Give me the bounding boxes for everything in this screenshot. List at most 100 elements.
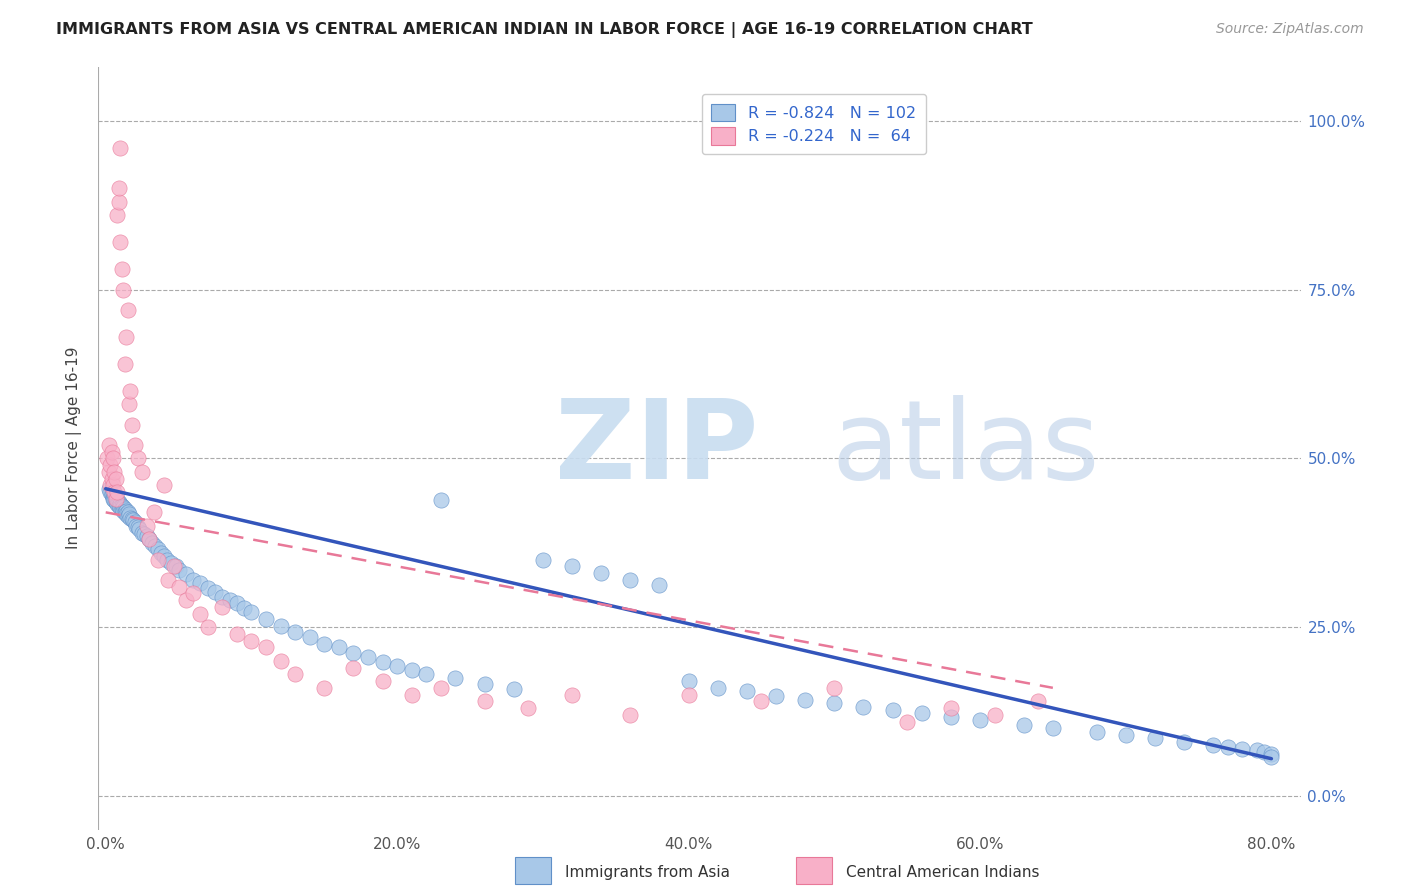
Point xyxy=(794,693,817,707)
Point xyxy=(100,444,122,458)
Point xyxy=(474,677,496,691)
Point xyxy=(132,527,155,541)
Point xyxy=(165,559,187,574)
Point xyxy=(1012,718,1035,732)
Point xyxy=(127,451,149,466)
Point xyxy=(1173,735,1195,749)
Point xyxy=(112,283,135,297)
Point xyxy=(103,485,125,500)
Point xyxy=(648,578,671,592)
Point xyxy=(1042,722,1064,736)
Point xyxy=(105,485,128,500)
Point xyxy=(100,486,122,500)
Point xyxy=(619,707,641,722)
Point xyxy=(105,497,128,511)
Y-axis label: In Labor Force | Age 16-19: In Labor Force | Age 16-19 xyxy=(66,347,83,549)
Text: ZIP: ZIP xyxy=(555,395,759,501)
Point xyxy=(1085,724,1108,739)
Point xyxy=(111,502,134,516)
Point xyxy=(1260,749,1282,764)
Text: Immigrants from Asia: Immigrants from Asia xyxy=(565,865,730,880)
Point xyxy=(104,472,127,486)
Point xyxy=(678,674,700,689)
Point xyxy=(101,478,124,492)
Point xyxy=(218,593,240,607)
Point xyxy=(190,576,212,591)
Point xyxy=(105,493,128,508)
Point xyxy=(430,681,453,695)
Point xyxy=(100,472,122,486)
Point xyxy=(111,262,134,277)
Point xyxy=(97,465,120,479)
Point xyxy=(174,567,197,582)
Point xyxy=(254,640,277,655)
Point xyxy=(135,519,157,533)
Point xyxy=(115,507,138,521)
Point xyxy=(104,491,127,506)
Point xyxy=(124,516,146,530)
Point xyxy=(174,593,197,607)
Text: atlas: atlas xyxy=(832,395,1101,501)
Point xyxy=(101,451,124,466)
Point xyxy=(108,495,131,509)
Point xyxy=(97,438,120,452)
Point xyxy=(128,522,150,536)
Point xyxy=(430,493,453,508)
Point xyxy=(100,488,122,502)
Point xyxy=(284,625,307,640)
Point xyxy=(240,633,263,648)
FancyBboxPatch shape xyxy=(796,857,832,884)
Point xyxy=(104,491,127,506)
Text: IMMIGRANTS FROM ASIA VS CENTRAL AMERICAN INDIAN IN LABOR FORCE | AGE 16-19 CORRE: IMMIGRANTS FROM ASIA VS CENTRAL AMERICAN… xyxy=(56,22,1033,38)
Point xyxy=(298,630,321,644)
Point xyxy=(127,520,149,534)
Point xyxy=(357,650,380,665)
Point xyxy=(415,667,437,681)
Point xyxy=(117,302,139,317)
Point xyxy=(160,556,183,570)
Point xyxy=(1253,745,1275,759)
Point xyxy=(105,208,128,222)
Point xyxy=(117,505,139,519)
Point xyxy=(108,499,131,513)
Point xyxy=(103,491,125,505)
Point xyxy=(121,512,143,526)
Point xyxy=(98,485,121,500)
Point xyxy=(401,663,423,677)
Point xyxy=(882,703,904,717)
Point xyxy=(328,640,350,655)
Point xyxy=(444,671,467,685)
Point xyxy=(104,495,127,509)
Point xyxy=(735,684,758,698)
Point xyxy=(156,552,179,566)
Point xyxy=(110,235,132,250)
Point xyxy=(103,465,125,479)
Point xyxy=(270,618,292,632)
Point xyxy=(117,508,139,523)
Point xyxy=(401,688,423,702)
Point xyxy=(342,646,364,660)
Point xyxy=(197,581,219,595)
Point xyxy=(1202,738,1225,752)
Point xyxy=(181,573,204,587)
Point xyxy=(142,505,165,519)
Point xyxy=(225,597,247,611)
Point xyxy=(1216,740,1239,755)
Text: Source: ZipAtlas.com: Source: ZipAtlas.com xyxy=(1216,22,1364,37)
Point xyxy=(1143,731,1166,746)
Point xyxy=(101,490,124,504)
Point xyxy=(108,181,131,195)
Point xyxy=(823,697,845,711)
Point xyxy=(115,330,138,344)
Point xyxy=(120,384,142,398)
Point xyxy=(103,493,125,508)
Point xyxy=(911,706,934,721)
Legend: R = -0.824   N = 102, R = -0.224   N =  64: R = -0.824 N = 102, R = -0.224 N = 64 xyxy=(702,94,927,154)
Point xyxy=(233,601,256,615)
Point xyxy=(678,688,700,702)
Point xyxy=(852,699,875,714)
Point xyxy=(591,566,613,580)
FancyBboxPatch shape xyxy=(515,857,551,884)
Point xyxy=(131,465,153,479)
Point xyxy=(983,707,1005,722)
